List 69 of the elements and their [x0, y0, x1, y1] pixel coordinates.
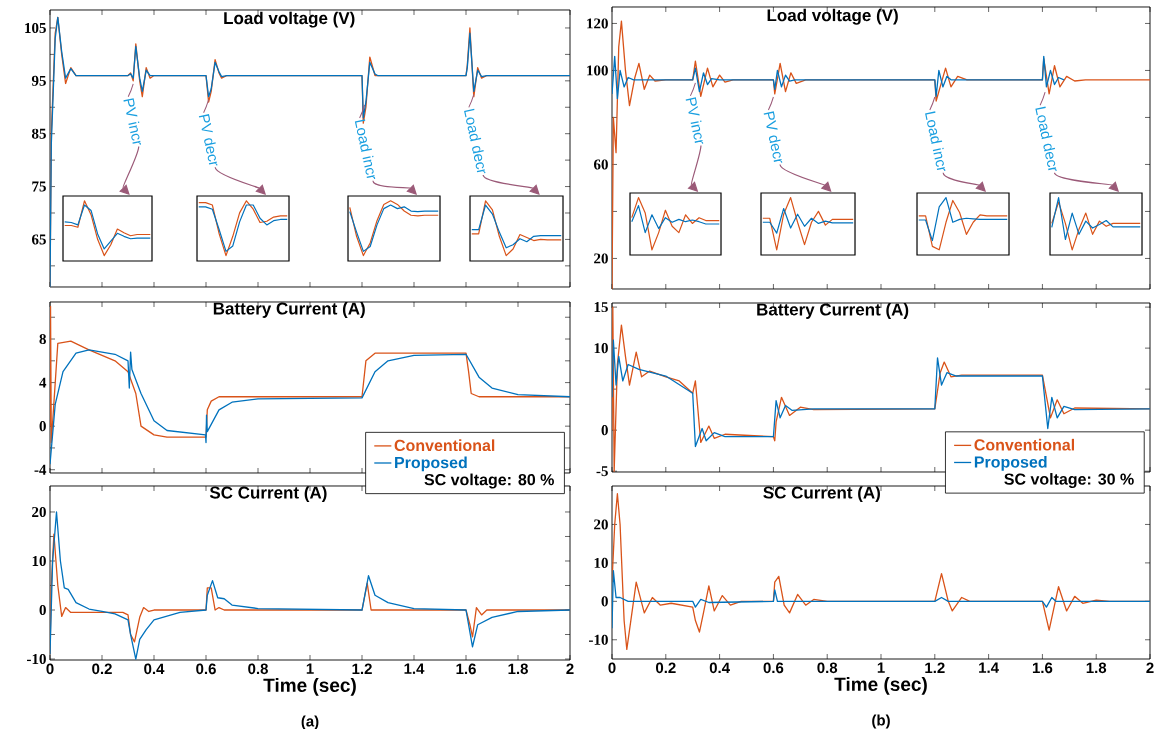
x-tick-label: 0.6 — [763, 662, 784, 674]
legend-label: Proposed — [974, 455, 1047, 471]
annotation: Load decr — [1035, 106, 1057, 172]
y-tick-label: 0 — [601, 425, 608, 436]
y-tick-label: 100 — [587, 65, 608, 76]
y-tick-label: 10 — [594, 557, 608, 568]
x-tick-label: 0.4 — [144, 663, 165, 675]
x-tick-label: 0.2 — [655, 662, 676, 674]
y-tick-label: 105 — [25, 22, 46, 34]
annotation: SC voltage: 80 % — [424, 473, 554, 489]
x-tick-label: 1.4 — [979, 662, 999, 673]
y-tick-label: 0 — [39, 604, 46, 616]
x-tick-label: 1.8 — [508, 663, 528, 675]
y-tick-label: -4 — [34, 464, 47, 475]
chart-title: Battery Current (A) — [213, 302, 365, 318]
y-tick-label: -5 — [596, 466, 608, 477]
chart-title: Load voltage (V) — [767, 8, 898, 25]
y-tick-label: 8 — [39, 333, 46, 345]
y-tick-label: 20 — [32, 506, 46, 518]
annotation: PV incr — [685, 97, 704, 144]
y-tick-label: 10 — [594, 343, 608, 354]
annotation: PV incr — [123, 98, 142, 145]
x-tick-label: 1.6 — [1032, 662, 1053, 674]
x-axis-title: Time (sec) — [263, 678, 356, 696]
x-tick-label: 0.8 — [817, 662, 838, 674]
annotation: Load incr — [354, 119, 376, 179]
y-tick-label: 0 — [39, 421, 46, 432]
x-tick-label: 0.2 — [92, 663, 112, 675]
x-tick-label: 1.6 — [456, 663, 476, 675]
x-tick-label: 1 — [306, 663, 314, 674]
x-tick-label: 2 — [566, 663, 574, 675]
x-axis-title: Time (sec) — [834, 677, 927, 695]
text: (b) — [872, 714, 890, 729]
y-tick-label: 95 — [31, 75, 46, 86]
y-tick-label: 4 — [39, 377, 47, 388]
y-tick-label: 60 — [593, 159, 608, 170]
y-tick-label: 10 — [32, 555, 46, 567]
y-tick-label: 20 — [594, 519, 608, 530]
chart-title: Battery Current (A) — [757, 303, 909, 319]
x-tick-label: 0.8 — [248, 663, 268, 675]
y-tick-label: 120 — [587, 18, 608, 29]
annotation: PV decr — [198, 114, 218, 166]
x-tick-label: 1.4 — [404, 663, 425, 674]
y-tick-label: -10 — [27, 653, 46, 665]
annotation: SC voltage: 30 % — [1004, 473, 1134, 489]
annotation: Load incr — [925, 111, 946, 171]
legend-label: Proposed — [395, 456, 467, 472]
chart-title: Load voltage (V) — [224, 11, 355, 28]
chart-title: SC Current (A) — [763, 486, 880, 502]
y-tick-label: 15 — [594, 302, 608, 313]
chart-title: SC Current (A) — [209, 486, 327, 502]
x-tick-label: 0.4 — [709, 662, 730, 674]
legend-label: Conventional — [974, 438, 1075, 451]
annotation: Load decr — [464, 108, 486, 174]
x-tick-label: 1.8 — [1086, 662, 1107, 674]
legend-label: Conventional — [394, 439, 495, 452]
y-tick-label: 0 — [601, 596, 608, 607]
x-tick-label: 2 — [1146, 662, 1154, 674]
annotation: PV decr — [763, 111, 783, 163]
y-tick-label: 20 — [594, 253, 608, 264]
text: (a) — [301, 715, 319, 729]
y-tick-label: -10 — [589, 634, 608, 645]
y-tick-label: 65 — [31, 234, 46, 245]
x-tick-label: 1.2 — [352, 663, 372, 675]
x-tick-label: 0.6 — [196, 663, 216, 675]
y-tick-label: 85 — [31, 128, 46, 139]
y-tick-label: 75 — [32, 181, 46, 192]
x-tick-label: 1.2 — [925, 662, 945, 674]
x-tick-label: 1 — [877, 662, 885, 673]
